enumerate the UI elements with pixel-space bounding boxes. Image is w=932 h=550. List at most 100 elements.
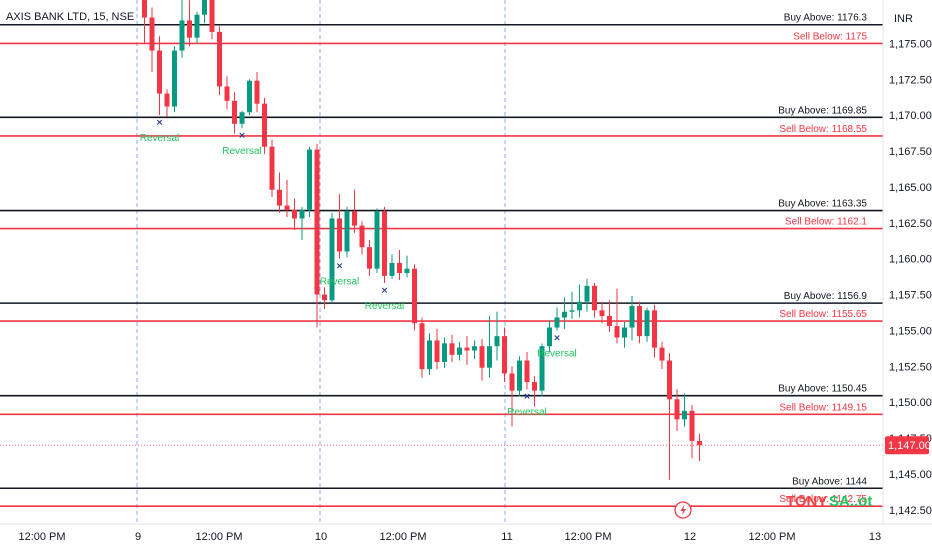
price-tick-label: 1,175.00 [889, 38, 932, 50]
candle-body [194, 14, 200, 38]
candle-body [599, 310, 605, 317]
candle [382, 206, 387, 284]
candle [194, 11, 200, 44]
candle [209, 0, 215, 40]
level-label-buy: Buy Above: 1176.3 [784, 13, 868, 24]
candle-body [697, 440, 702, 446]
candle [217, 26, 222, 96]
price-tick-label: 1,172.50 [889, 74, 932, 86]
candle-body [637, 306, 642, 337]
level-label-sell: Sell Below: 1155.65 [779, 309, 867, 320]
price-tick-label: 1,150.00 [889, 397, 932, 409]
candle-body [217, 31, 222, 87]
level-label-sell: Sell Below: 1175 [793, 31, 867, 42]
currency-button[interactable] [884, 5, 924, 29]
candle-body [374, 211, 380, 269]
level-label-sell: Sell Below: 1142.75 [779, 494, 867, 505]
candle-body [172, 50, 177, 107]
candle [547, 320, 552, 352]
price-tick-label: 1,167.50 [889, 146, 932, 158]
candle [142, 0, 147, 44]
candle [479, 339, 485, 381]
candle-body [674, 399, 680, 420]
candle-body [209, 0, 215, 32]
chart-title: AXIS BANK LTD, 15, NSE [6, 11, 134, 23]
candle-body [659, 347, 665, 361]
candle [442, 337, 447, 368]
candle [284, 179, 290, 218]
candle-body [569, 310, 575, 312]
candle [494, 311, 500, 361]
candle [584, 278, 590, 312]
candle-body [442, 343, 447, 362]
candle-body [449, 343, 455, 355]
candle-body [434, 340, 440, 362]
candle-body [352, 211, 357, 226]
time-tick-label: 10 [315, 531, 327, 543]
candle-body [164, 93, 170, 107]
candle [224, 76, 230, 110]
candle-body [419, 323, 425, 370]
candle-body [539, 346, 545, 391]
reversal-label: Reversal [140, 133, 179, 144]
lightning-icon[interactable] [674, 501, 692, 519]
level-label-sell: Sell Below: 1168.55 [779, 124, 867, 135]
price-tick-label: 1,157.50 [889, 290, 932, 302]
current-price-value: 1,147.00 [888, 440, 931, 452]
candle [254, 72, 260, 113]
candle [449, 334, 455, 362]
candle [149, 7, 155, 73]
candle [622, 321, 627, 348]
reversal-markers: × Reversal × Reversal × Reversal × Reversal × Rev… [140, 118, 577, 418]
candle [157, 36, 162, 116]
candle [524, 351, 530, 390]
candle [502, 327, 507, 383]
candles [142, 0, 702, 480]
candle [202, 0, 207, 24]
candle [299, 206, 305, 240]
candle-body [457, 347, 462, 355]
candle [179, 0, 185, 58]
candle-body [382, 211, 387, 276]
price-tick-label: 1,155.00 [889, 325, 932, 337]
reversal-x-icon: × [238, 131, 246, 141]
reversal-label: Reversal [507, 407, 546, 418]
reversal-x-icon: × [553, 333, 561, 343]
candle [599, 301, 605, 324]
candle-body [269, 146, 275, 190]
candle-body [592, 285, 597, 311]
time-tick-label: 12:00 PM [18, 531, 65, 543]
candle-body [494, 336, 500, 347]
candle [172, 46, 177, 113]
candle-body [479, 346, 485, 368]
candle-body [404, 268, 410, 273]
candle [329, 212, 335, 304]
reversal-label: Reversal [320, 277, 359, 288]
candle-body [389, 262, 395, 276]
candle [419, 317, 425, 378]
price-tick-label: 1,162.50 [889, 218, 932, 230]
candle [629, 295, 635, 341]
candle-body [157, 50, 162, 94]
candle [367, 239, 372, 276]
candle-body [577, 301, 582, 311]
level-label-buy: Buy Above: 1163.35 [778, 199, 867, 210]
time-tick-label: 12 [684, 531, 696, 543]
candle-body [254, 80, 260, 104]
level-label-sell: Sell Below: 1162.1 [785, 217, 868, 228]
candle [269, 139, 275, 197]
level-label-sell: Sell Below: 1149.15 [779, 402, 867, 413]
candle-body [329, 218, 335, 301]
candle-body [412, 268, 417, 324]
reversal-label: Reversal [222, 146, 261, 157]
candle [539, 343, 545, 397]
candle [359, 221, 365, 255]
brand-watermark-part2: SA..ot [829, 493, 872, 510]
candle [404, 255, 410, 278]
candle-body [472, 346, 477, 351]
candle-body [367, 247, 372, 269]
candle-body [487, 346, 492, 368]
candle [517, 356, 522, 397]
candle [472, 340, 477, 360]
